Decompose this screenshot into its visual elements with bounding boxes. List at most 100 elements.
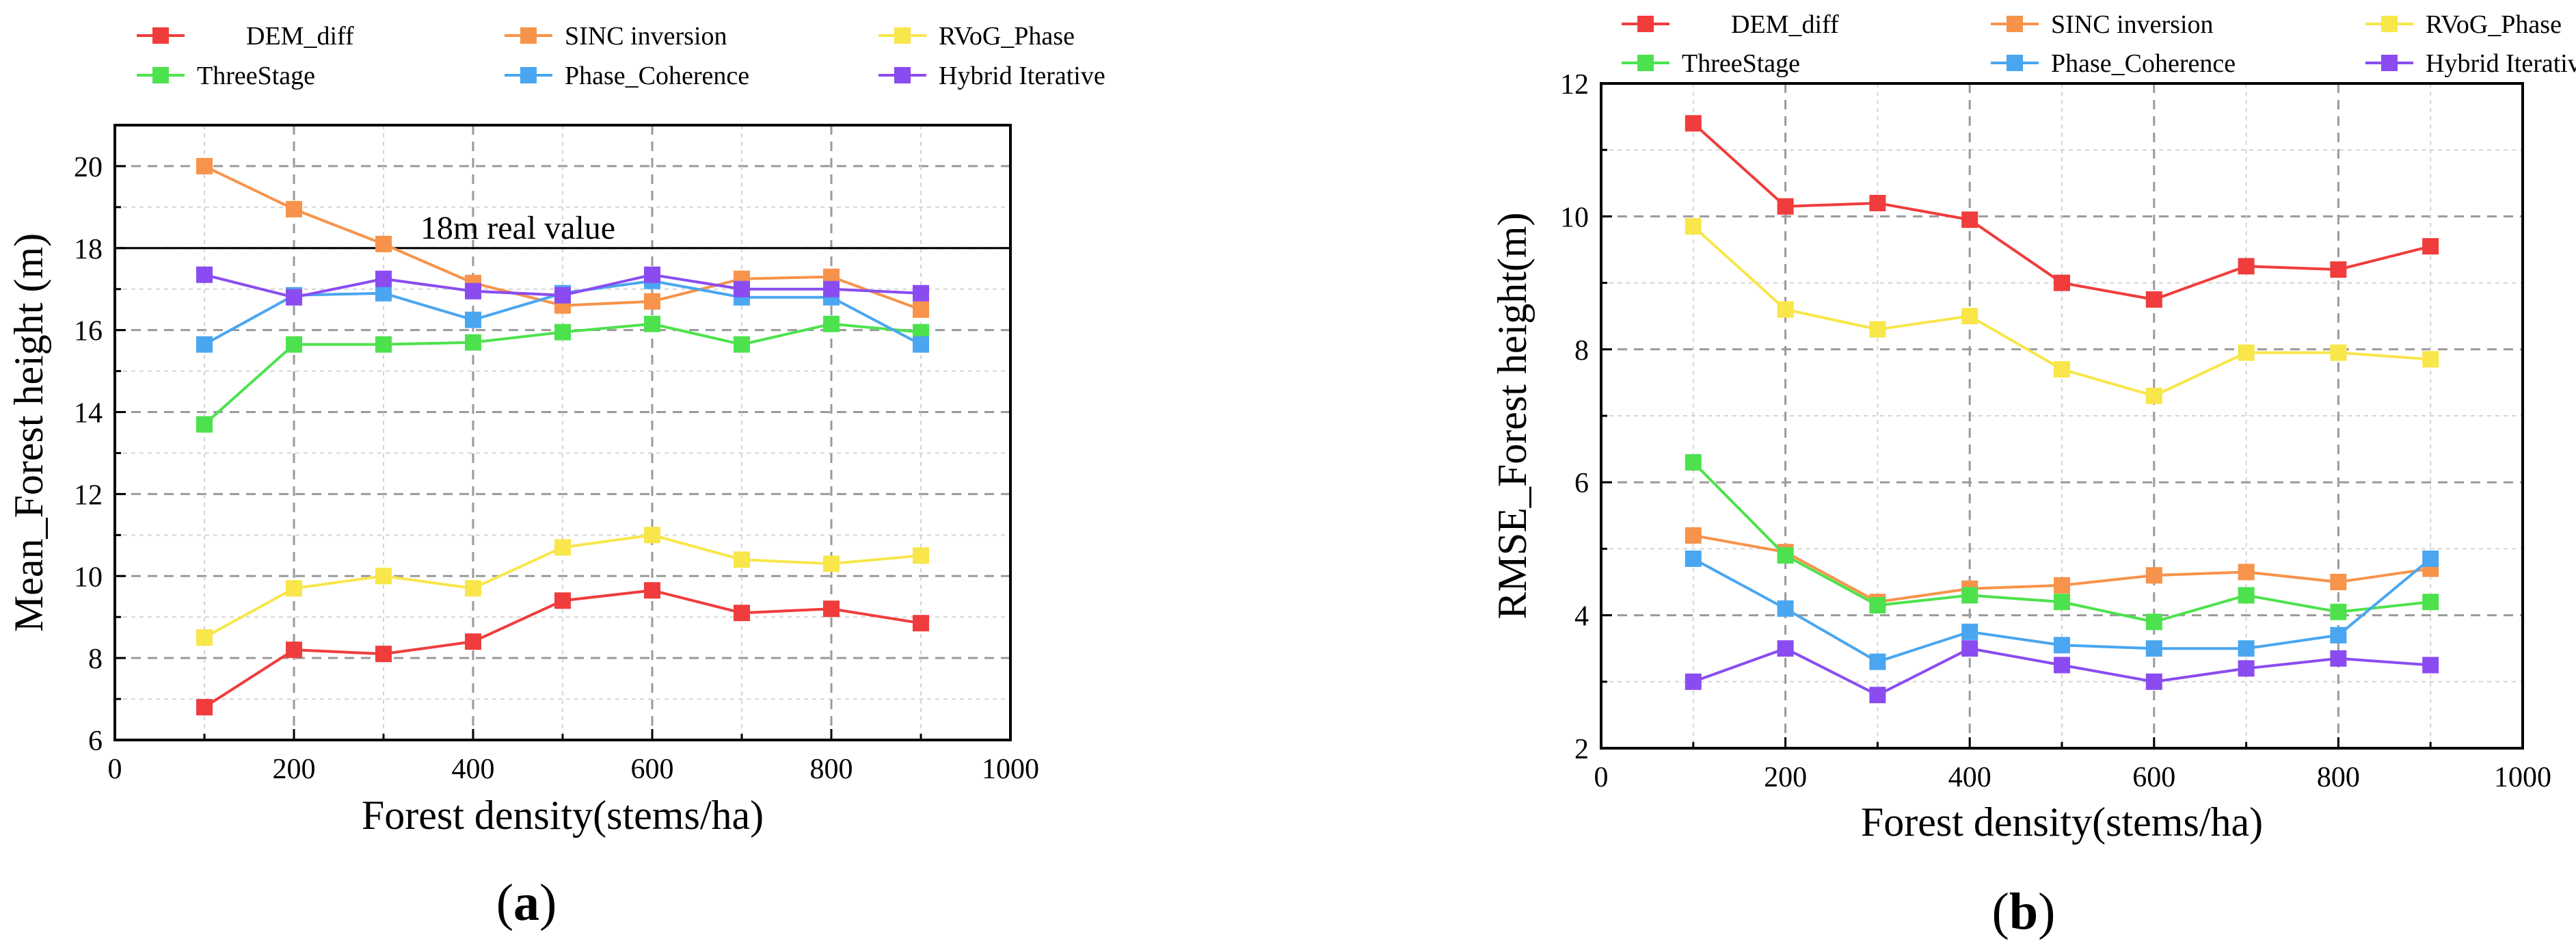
panel-label-b-close: ) — [2038, 883, 2055, 940]
data-point-phase-coherence — [2330, 626, 2347, 644]
legend-label-dem-diff: DEM_diff — [246, 22, 354, 51]
y-tick-label: 10 — [1560, 202, 1589, 233]
data-point-hybrid-iterative — [734, 280, 750, 298]
data-point-dem-diff — [2145, 291, 2162, 308]
data-point-threestage — [1685, 454, 1702, 471]
data-point-hybrid-iterative — [2330, 650, 2347, 667]
data-point-phase-coherence — [2054, 637, 2070, 654]
data-point-sinc-inversion — [913, 301, 929, 318]
data-point-phase-coherence — [2145, 640, 2162, 657]
data-point-sinc-inversion — [2145, 567, 2162, 584]
panel-label-a-letter: a — [513, 874, 539, 931]
data-point-phase-coherence — [1685, 550, 1702, 567]
x-axis-title-a: Forest density(stems/ha) — [362, 793, 764, 838]
data-point-dem-diff — [2054, 274, 2070, 291]
data-point-dem-diff — [2422, 238, 2439, 255]
data-point-sinc-inversion — [2330, 574, 2347, 590]
data-point-threestage — [1961, 587, 1978, 604]
y-axis-title-a: Mean_Forest height (m) — [6, 233, 51, 632]
data-point-hybrid-iterative — [554, 287, 571, 304]
data-point-threestage — [2054, 594, 2070, 611]
data-point-hybrid-iterative — [1869, 687, 1886, 704]
panel-label-a: (a) — [496, 874, 557, 931]
data-point-sinc-inversion — [1685, 527, 1702, 544]
data-point-threestage — [734, 336, 750, 353]
panel-label-b-open: ( — [1992, 883, 2009, 940]
panel-label-a-open: ( — [496, 874, 513, 931]
data-point-hybrid-iterative — [196, 266, 213, 283]
y-tick-label: 14 — [74, 398, 103, 429]
data-point-phase-coherence — [2422, 550, 2439, 567]
y-axis-title-b: RMSE_Forest height(m) — [1490, 213, 1535, 620]
y-tick-label: 2 — [1574, 734, 1589, 765]
data-point-hybrid-iterative — [286, 289, 302, 306]
panel-label-a-close: ) — [539, 874, 556, 931]
x-ticks-b: 0 200 400 600 800 1000 — [1594, 737, 2551, 793]
x-tick-label: 600 — [2132, 762, 2175, 793]
data-point-phase-coherence — [1777, 600, 1794, 617]
data-point-rvog-phase — [644, 527, 660, 544]
legend-marker-threestage — [1637, 55, 1654, 71]
data-point-phase-coherence — [375, 285, 392, 302]
data-point-dem-diff — [1685, 115, 1702, 132]
data-point-hybrid-iterative — [1961, 640, 1978, 657]
data-point-rvog-phase — [286, 580, 302, 597]
legend-marker-phase-coherence — [2007, 55, 2023, 71]
data-point-dem-diff — [1961, 211, 1978, 228]
data-point-rvog-phase — [1961, 308, 1978, 325]
y-tick-label: 20 — [74, 152, 103, 183]
chart-panel-a: 18m real value 0 200 400 600 800 1000 6 8 10 12 1… — [6, 22, 1105, 931]
data-point-hybrid-iterative — [375, 270, 392, 287]
x-tick-label: 400 — [1948, 762, 1991, 793]
data-point-threestage — [644, 315, 660, 332]
y-tick-label: 8 — [88, 644, 103, 675]
legend-label-hybrid-iterative: Hybrid Iterative — [939, 62, 1105, 90]
data-point-phase-coherence — [2238, 640, 2255, 657]
data-point-hybrid-iterative — [2238, 660, 2255, 677]
reference-line-label: 18m real value — [420, 210, 615, 246]
data-point-dem-diff — [1777, 198, 1794, 215]
legend-marker-sinc-inversion — [520, 27, 537, 44]
data-point-hybrid-iterative — [913, 285, 929, 302]
data-point-sinc-inversion — [375, 235, 392, 252]
data-point-hybrid-iterative — [2422, 657, 2439, 674]
data-point-threestage — [2145, 613, 2162, 631]
legend-marker-rvog-phase — [2381, 16, 2398, 32]
data-point-hybrid-iterative — [1685, 673, 1702, 690]
x-ticks-a: 0 200 400 600 800 1000 — [108, 729, 1039, 785]
data-point-dem-diff — [734, 605, 750, 622]
data-point-dem-diff — [823, 600, 840, 618]
legend-label-sinc-inversion: SINC inversion — [565, 22, 727, 51]
panel-label-b-letter: b — [2009, 883, 2038, 940]
data-point-threestage — [554, 323, 571, 341]
data-point-phase-coherence — [196, 336, 213, 353]
x-tick-label: 400 — [452, 754, 495, 785]
y-tick-label: 8 — [1574, 335, 1589, 367]
data-point-rvog-phase — [734, 551, 750, 568]
data-point-sinc-inversion — [286, 200, 302, 217]
x-tick-label: 1000 — [2494, 762, 2551, 793]
legend-label-rvog-phase: RVoG_Phase — [2426, 10, 2562, 39]
legend-marker-phase-coherence — [520, 67, 537, 83]
data-point-rvog-phase — [823, 555, 840, 572]
legend-marker-sinc-inversion — [2007, 16, 2023, 32]
legend-label-hybrid-iterative: Hybrid Iterative — [2426, 49, 2576, 78]
grid-b — [1601, 82, 2523, 748]
data-point-rvog-phase — [465, 580, 481, 597]
data-point-dem-diff — [913, 615, 929, 632]
data-point-sinc-inversion — [2238, 564, 2255, 581]
y-tick-label: 6 — [1574, 468, 1589, 499]
data-point-threestage — [2330, 603, 2347, 620]
x-tick-label: 0 — [1594, 762, 1609, 793]
data-point-hybrid-iterative — [2054, 657, 2070, 674]
data-point-rvog-phase — [2330, 344, 2347, 361]
data-point-threestage — [823, 315, 840, 332]
data-point-threestage — [375, 336, 392, 353]
data-point-threestage — [196, 416, 213, 433]
legend-marker-dem-diff — [1637, 16, 1654, 32]
y-tick-label: 6 — [88, 726, 103, 757]
data-point-dem-diff — [644, 582, 660, 599]
data-point-dem-diff — [465, 633, 481, 650]
legend-label-rvog-phase: RVoG_Phase — [939, 22, 1075, 51]
